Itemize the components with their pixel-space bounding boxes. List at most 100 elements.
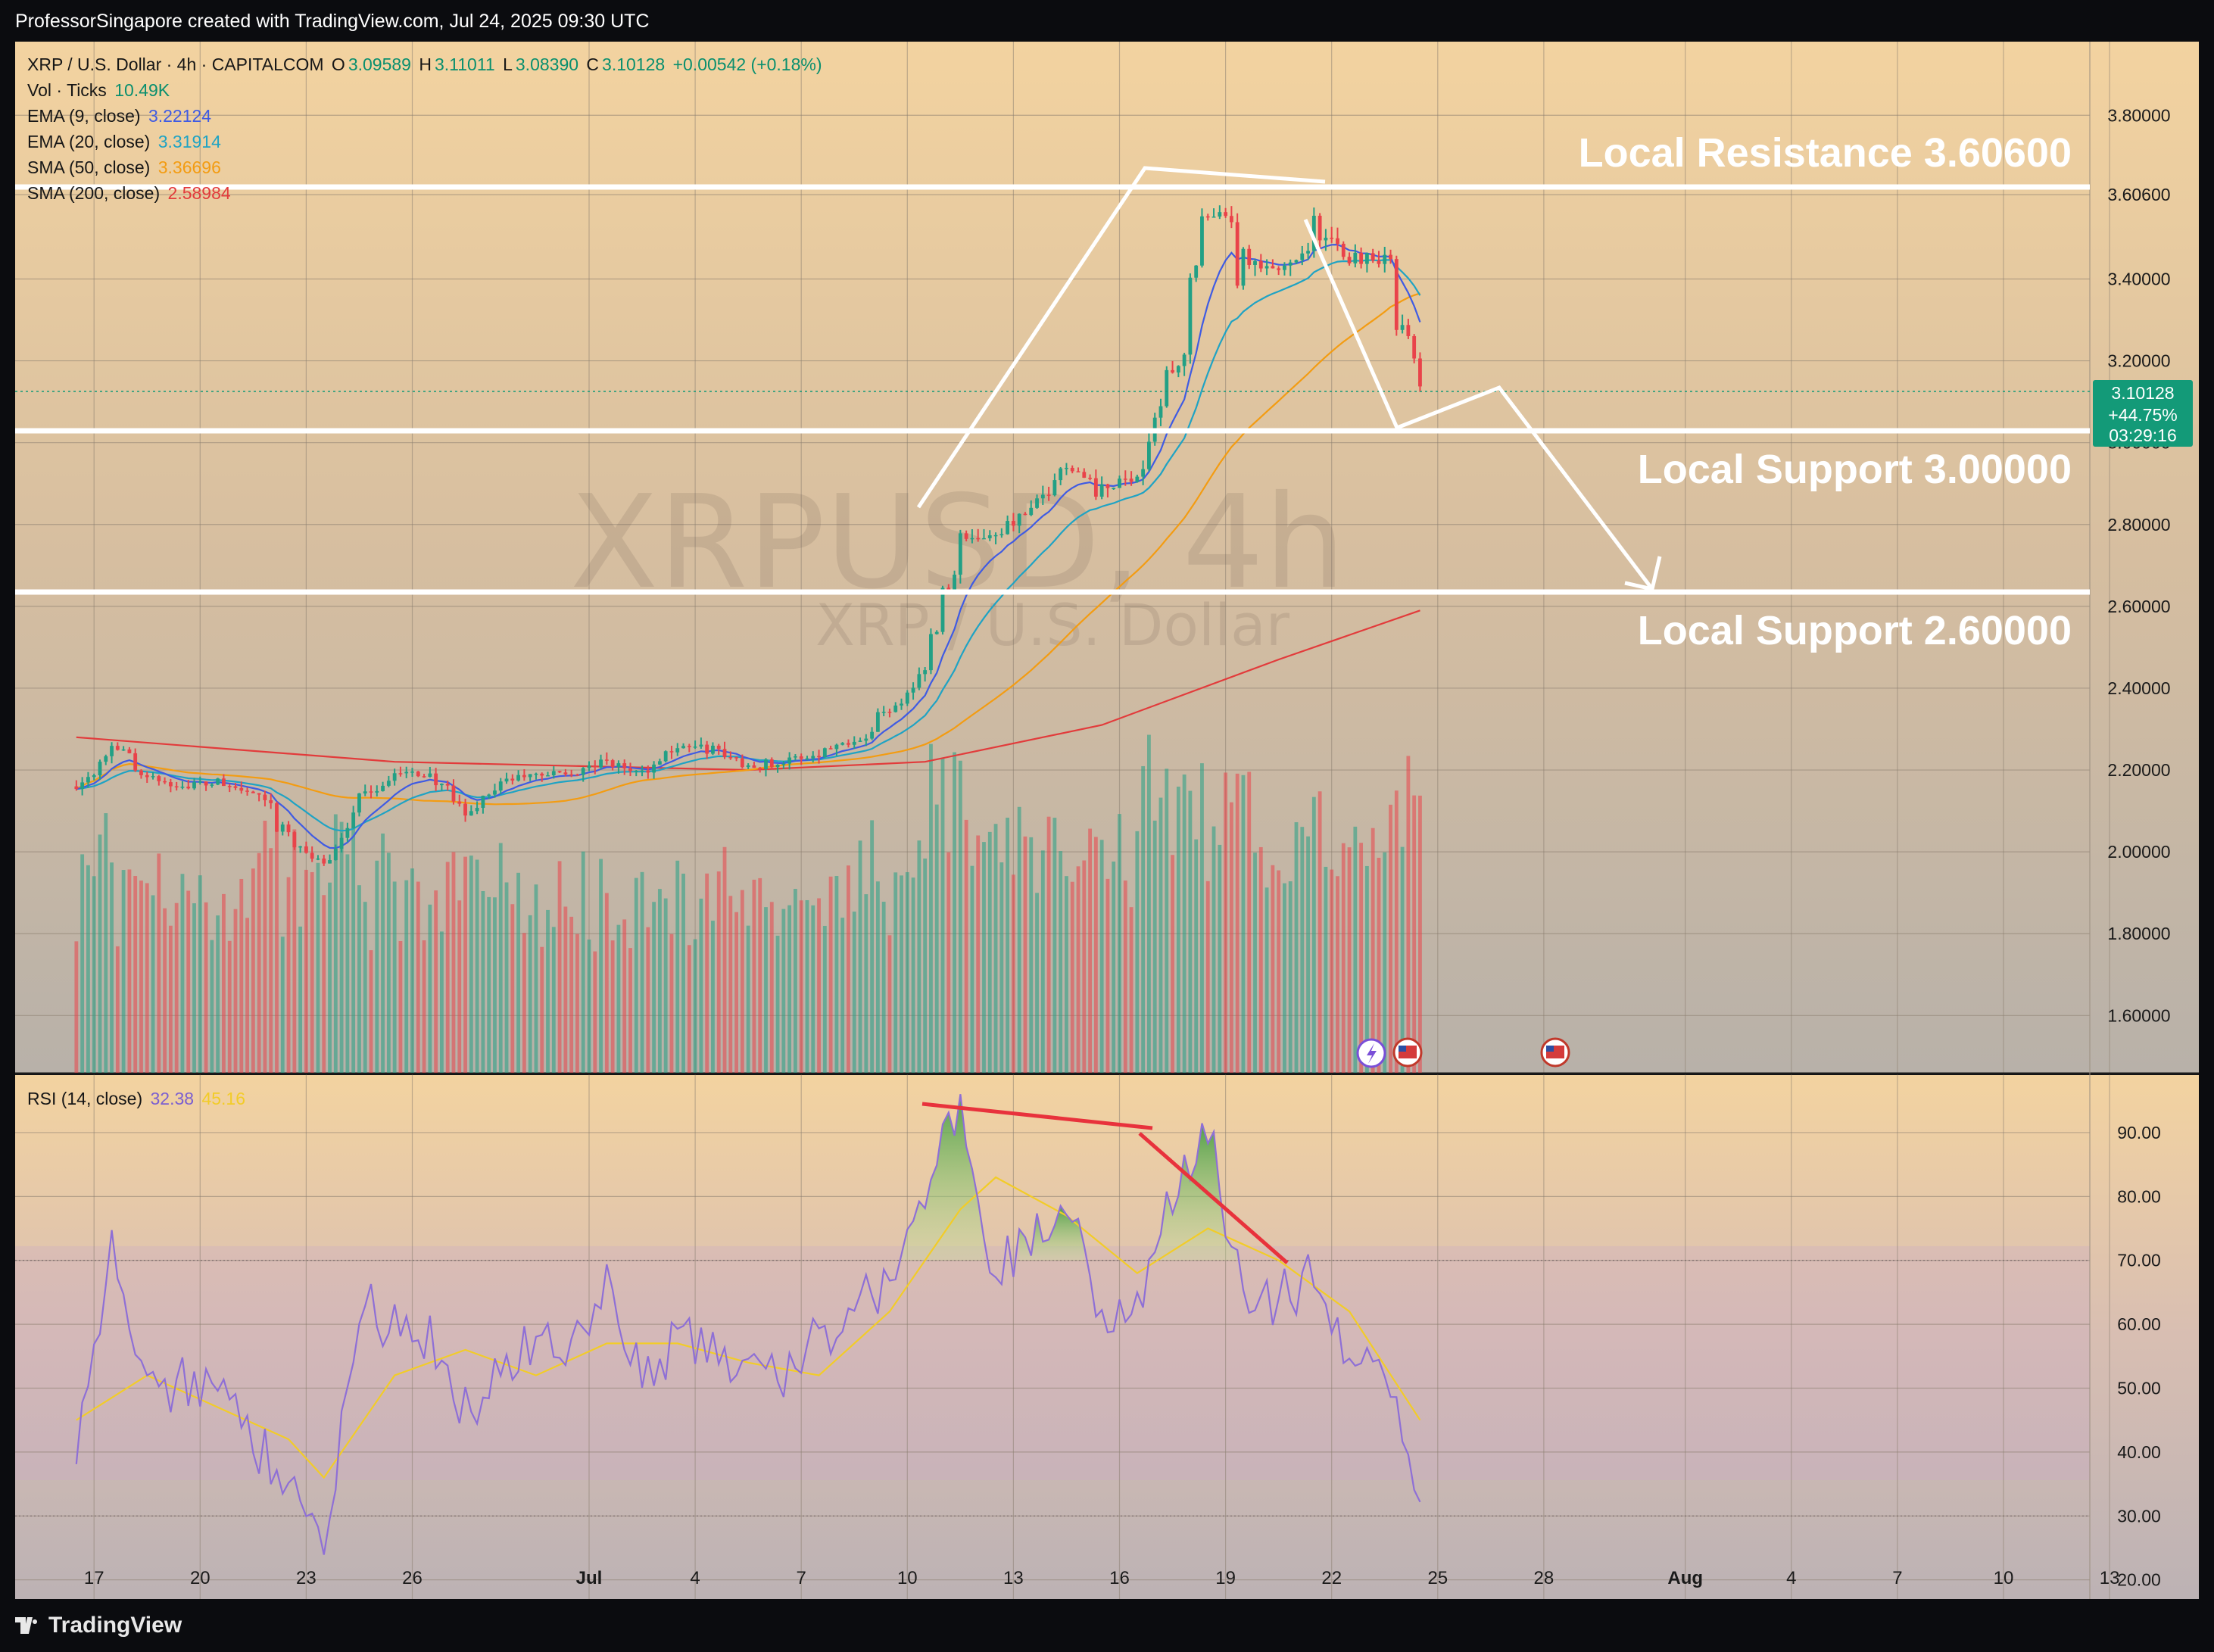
volume-bar [204,902,208,1073]
price-axis-label: 2.60000 [2107,597,2170,616]
candle-body [198,781,202,783]
volume-bar [781,909,786,1073]
volume-bar [934,804,939,1073]
axes: 3.800003.606003.400003.200003.000002.800… [84,105,2171,1589]
candle-body [180,787,185,788]
volume-bar [422,940,426,1073]
volume-bar [1065,876,1068,1073]
candle-body [440,784,444,786]
sma200-legend[interactable]: SMA (200, close) 2.58984 [27,183,234,204]
divergence-line[interactable] [921,1102,1153,1130]
low-value: 3.08390 [515,55,579,74]
volume-bar [1218,844,1222,1073]
rsi-divergence-lines[interactable] [921,1102,1289,1264]
ema9-legend[interactable]: EMA (9, close) 3.22124 [27,106,214,126]
volume-bar [475,859,479,1073]
volume-bar [775,935,780,1073]
volume-bar [216,915,220,1073]
volume-bar [210,940,214,1073]
volume-bar [1229,802,1233,1073]
candle-body [593,765,597,768]
candle-body [1105,484,1110,488]
volume-bar [640,871,644,1073]
volume-bar [864,894,868,1073]
event-markers[interactable] [1356,1037,1570,1068]
candle-body [392,773,397,781]
candle-body [145,775,149,778]
price-axis-label: 1.80000 [2107,924,2170,943]
ema9-value: 3.22124 [148,106,212,126]
volume-bar [758,877,762,1073]
volume-bar [1241,775,1246,1073]
candle-body [1082,472,1087,478]
candle-body [1035,498,1039,508]
volume-bar [445,862,450,1073]
rally-trendline[interactable] [916,166,1326,509]
volume-bar [563,906,568,1073]
level-annotations: Local Resistance 3.60600 Local Support 3… [1579,130,2072,653]
candle-body [734,757,738,759]
candle-body [1224,212,1228,217]
projection-path[interactable] [1303,218,1654,591]
trend-drawings[interactable] [916,166,1662,591]
volume-bar [1105,878,1110,1073]
candle-body [1176,366,1180,372]
volume-bar [587,939,591,1073]
volume-bar [905,871,909,1073]
sma50-legend[interactable]: SMA (50, close) 3.36696 [27,157,224,178]
rsi-legend[interactable]: RSI (14, close) 32.38 45.16 [27,1089,248,1109]
vol-legend[interactable]: Vol · Ticks 10.49K [27,80,173,101]
candle-body [946,588,951,590]
volume-bar [1088,828,1092,1073]
volume-bar [811,905,815,1073]
candle-body [1218,212,1222,217]
volume-bar [1306,836,1310,1073]
tradingview-logo[interactable]: TradingView [15,1613,182,1638]
divergence-trendline[interactable] [1138,1132,1289,1264]
rsi-axis-label: 30.00 [2117,1506,2161,1526]
volume-bar [764,907,768,1073]
candle-body [110,746,114,756]
price-axis-label: 1.60000 [2107,1005,2170,1025]
volume-bar [98,834,102,1073]
volume-bar [752,879,756,1073]
chart-canvas[interactable]: XRPUSD, 4h XRP / U.S. Dollar Local Resis… [0,0,2214,1601]
candle-body [758,768,762,769]
candle-body [587,765,591,768]
volume-bar [1076,866,1080,1073]
volume-bar [357,885,361,1073]
volume-bar [1364,865,1369,1073]
volume-bar [1288,881,1293,1073]
volume-bar [805,899,809,1073]
candle-body [534,773,538,775]
symbol-legend[interactable]: XRP / U.S. Dollar · 4h · CAPITALCOM O 3.0… [27,55,825,75]
volume-bar [1253,852,1257,1073]
volume-bar [1271,865,1275,1073]
volume-bar [1035,893,1039,1073]
volume-bar [610,940,615,1073]
candle-body [987,535,992,538]
candle-body [481,796,485,809]
candle-body [1264,266,1269,269]
flash-glyph [1367,1043,1377,1064]
candle-body [887,712,892,713]
ema20-legend[interactable]: EMA (20, close) 3.31914 [27,132,224,152]
candle-body [1194,265,1199,278]
price-axis-label: 2.40000 [2107,678,2170,698]
time-axis-label: 28 [1534,1568,1554,1588]
volume-bar [292,829,297,1073]
candle-body [1317,215,1322,241]
candle-body [1364,253,1369,264]
rsi-axis-label: 90.00 [2117,1123,2161,1142]
price-axis-label: 3.40000 [2107,269,2170,288]
volume-bar [74,941,79,1073]
volume-bar [1017,806,1021,1073]
time-axis-label: 13 [2100,1568,2120,1588]
price-axis-label: 3.20000 [2107,351,2170,371]
candle-body [1359,252,1364,264]
candle-body [847,743,850,745]
candle-body [310,852,314,859]
candle-body [740,758,744,768]
volume-bar [386,852,391,1073]
time-axis-label: 19 [1215,1568,1236,1588]
